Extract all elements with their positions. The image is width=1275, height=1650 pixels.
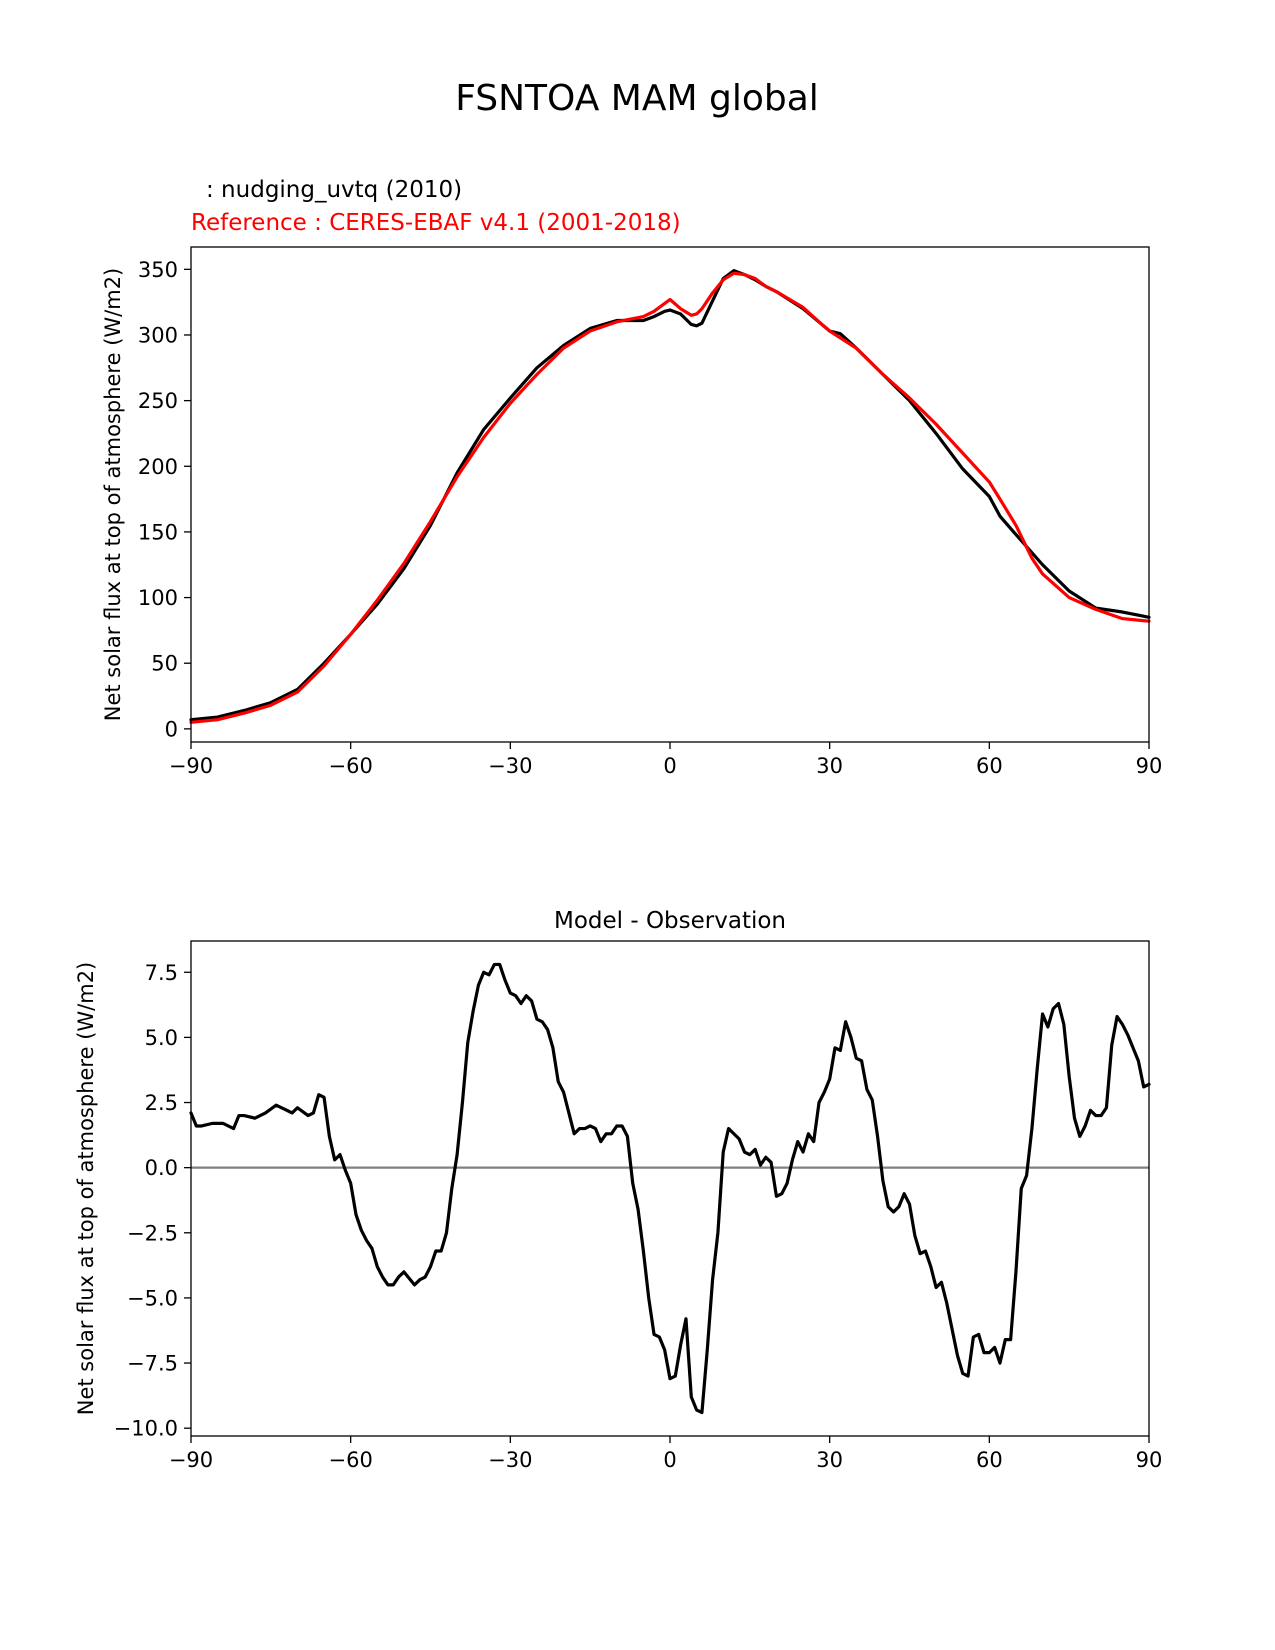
top-x-tick-label: −30 — [488, 754, 532, 778]
bottom-y-tick-label: 5.0 — [145, 1026, 178, 1050]
top-series-reference — [189, 271, 1151, 724]
bottom-chart-title: Model - Observation — [554, 908, 786, 934]
figure-title: FSNTOA MAM global — [455, 78, 819, 119]
bottom-x-tick-label: 60 — [976, 1448, 1003, 1472]
top-y-tick-label: 100 — [138, 586, 178, 610]
top-y-tick-label: 300 — [138, 323, 178, 347]
bottom-x-tick-label: 30 — [816, 1448, 843, 1472]
bottom-y-tick-label: −7.5 — [127, 1352, 178, 1376]
top-x-tick-label: 30 — [816, 754, 843, 778]
bottom-series-test — [189, 962, 1151, 1415]
top-x-tick-label: 90 — [1136, 754, 1163, 778]
top-chart: −90 −60 −30 0 30 60 90 0 50 100 150 200 250 300 350 Net… — [101, 246, 1163, 778]
top-y-tick-label: 250 — [138, 389, 178, 413]
bottom-x-tick-label: 0 — [663, 1448, 676, 1472]
top-series-test — [189, 269, 1151, 722]
bottom-y-tick-label: 2.5 — [145, 1091, 178, 1115]
top-x-tick-label: −60 — [329, 754, 373, 778]
bottom-x-tick-label: 90 — [1136, 1448, 1163, 1472]
bottom-y-tick-label: −10.0 — [114, 1417, 178, 1441]
bottom-x-tick-label: −60 — [329, 1448, 373, 1472]
top-y-tick-label: 200 — [138, 455, 178, 479]
test-label: : nudging_uvtq (2010) — [206, 177, 462, 203]
top-axes-frame — [190, 246, 1150, 743]
top-x-tick-label: 0 — [663, 754, 676, 778]
bottom-x-tick-label: −30 — [488, 1448, 532, 1472]
bottom-axes-frame — [190, 940, 1150, 1437]
bottom-y-tick-label: 0.0 — [145, 1156, 178, 1180]
top-y-tick-label: 0 — [165, 717, 178, 741]
bottom-chart: −90 −60 −30 0 30 60 90 7.5 5.0 2.5 0.0 −2.5 −5.0 −7.5… — [74, 908, 1162, 1472]
bottom-y-axis-label: Net solar flux at top of atmosphere (W/m… — [74, 962, 98, 1415]
top-y-tick-label: 50 — [151, 652, 178, 676]
top-x-tick-label: −90 — [169, 754, 213, 778]
bottom-y-tick-label: −5.0 — [127, 1286, 178, 1310]
top-y-tick-label: 150 — [138, 520, 178, 544]
bottom-y-tick-label: −2.5 — [127, 1221, 178, 1245]
top-y-axis-label: Net solar flux at top of atmosphere (W/m… — [101, 268, 125, 721]
top-x-tick-label: 60 — [976, 754, 1003, 778]
reference-label: Reference : CERES-EBAF v4.1 (2001-2018) — [191, 210, 681, 236]
bottom-y-tick-label: 7.5 — [145, 961, 178, 985]
bottom-x-tick-label: −90 — [169, 1448, 213, 1472]
top-y-tick-label: 350 — [138, 258, 178, 282]
